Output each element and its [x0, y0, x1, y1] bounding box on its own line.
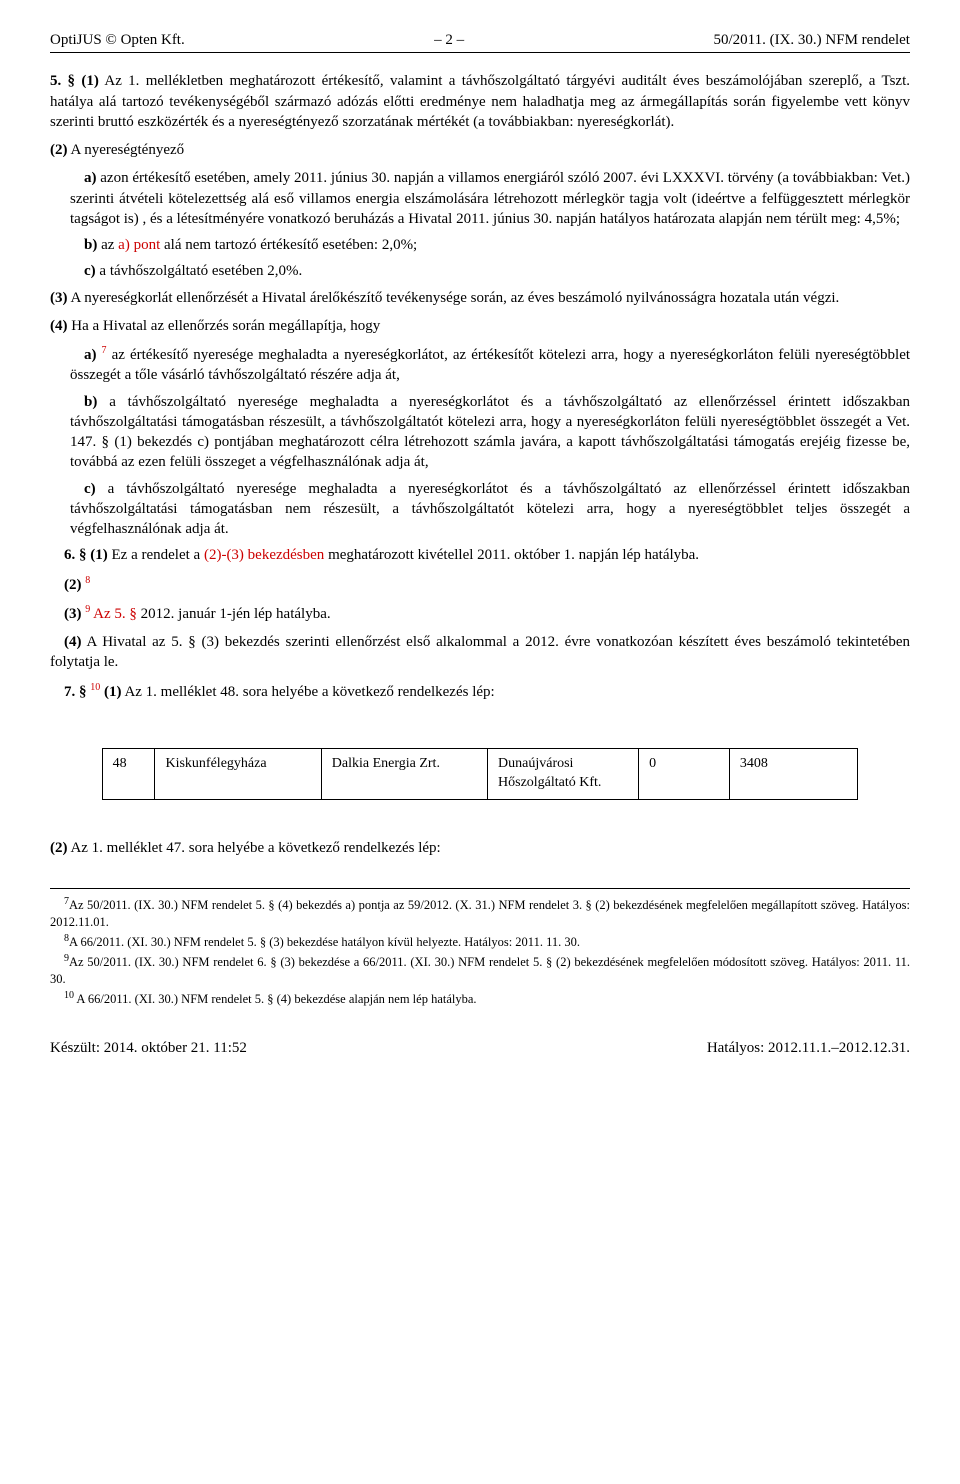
paragraph-5-1: 5. § (1) Az 1. mellékletben meghatározot…: [50, 71, 910, 132]
table-cell: 0: [639, 748, 730, 799]
header-center: – 2 –: [434, 30, 464, 50]
paragraph-5-4: (4) Ha a Hivatal az ellenőrzés során meg…: [50, 316, 910, 336]
table-cell: 48: [102, 748, 155, 799]
paragraph-5-2-a: a) azon értékesítő esetében, amely 2011.…: [70, 168, 910, 229]
para-5-2-c-lead: c): [84, 263, 96, 279]
para-7-2-text: Az 1. melléklet 47. sora helyébe a követ…: [70, 840, 440, 856]
footnote-9: 9Az 50/2011. (IX. 30.) NFM rendelet 6. §…: [50, 952, 910, 988]
table-cell: 3408: [729, 748, 858, 799]
paragraph-6-2: (2) 8: [50, 574, 910, 595]
table-row: 48KiskunfélegyházaDalkia Energia Zrt.Dun…: [102, 748, 858, 799]
footer-right: Hatályos: 2012.11.1.–2012.12.31.: [707, 1038, 910, 1058]
para-7-1-sup: 10: [90, 682, 100, 693]
table-cell: Kiskunfélegyháza: [155, 748, 321, 799]
para-5-2-text: A nyereségtényező: [70, 142, 184, 158]
para-6-3-lead: (3): [64, 606, 82, 622]
header-right: 50/2011. (IX. 30.) NFM rendelet: [713, 30, 910, 50]
para-6-1-lead: 6. § (1): [64, 547, 108, 563]
table-row-48: 48KiskunfélegyházaDalkia Energia Zrt.Dun…: [102, 748, 859, 800]
para-5-2-a-text: azon értékesítő esetében, amely 2011. jú…: [70, 170, 910, 227]
para-5-4-lead: (4): [50, 318, 68, 334]
footnote-10: 10 A 66/2011. (XI. 30.) NFM rendelet 5. …: [50, 989, 910, 1008]
para-5-3-text: A nyereségkorlát ellenőrzését a Hivatal …: [70, 290, 839, 306]
paragraph-7-2: (2) Az 1. melléklet 47. sora helyébe a k…: [50, 838, 910, 858]
paragraph-6-3: (3) 9 Az 5. § 2012. január 1-jén lép hat…: [50, 603, 910, 624]
para-5-2-b-text1: az: [101, 237, 118, 253]
para-5-1-text: Az 1. mellékletben meghatározott értékes…: [50, 73, 910, 130]
para-5-2-lead: (2): [50, 142, 68, 158]
para-7-2-lead: (2): [50, 840, 68, 856]
para-5-4-text: Ha a Hivatal az ellenőrzés során megálla…: [71, 318, 380, 334]
para-5-2-a-lead: a): [84, 170, 97, 186]
fn10-text: A 66/2011. (XI. 30.) NFM rendelet 5. § (…: [74, 992, 477, 1006]
table-cell: Dunaújvárosi Hőszolgáltató Kft.: [488, 748, 639, 799]
para-6-4-lead: (4): [64, 634, 82, 650]
para-5-4-a-text: az értékesítő nyeresége meghaladta a nye…: [70, 347, 910, 383]
para-5-1-lead: 5. § (1): [50, 73, 99, 89]
para-5-3-lead: (3): [50, 290, 68, 306]
paragraph-7-1: 7. § 10 (1) Az 1. melléklet 48. sora hel…: [50, 681, 910, 702]
para-6-1-red: (2)-(3) bekezdésben: [204, 547, 324, 563]
footnotes-section: 7Az 50/2011. (IX. 30.) NFM rendelet 5. §…: [50, 888, 910, 1008]
paragraph-6-4: (4) A Hivatal az 5. § (3) bekezdés szeri…: [50, 632, 910, 673]
fn9-text: Az 50/2011. (IX. 30.) NFM rendelet 6. § …: [50, 955, 910, 986]
para-5-4-c-lead: c): [84, 481, 96, 497]
footnote-8: 8A 66/2011. (XI. 30.) NFM rendelet 5. § …: [50, 932, 910, 951]
fn7-text: Az 50/2011. (IX. 30.) NFM rendelet 5. § …: [50, 898, 910, 929]
fn10-sup: 10: [64, 990, 74, 1001]
para-5-2-b-text2: alá nem tartozó értékesítő esetében: 2,0…: [160, 237, 417, 253]
paragraph-5-2: (2) A nyereségtényező: [50, 140, 910, 160]
para-6-1-text1: Ez a rendelet a: [112, 547, 204, 563]
paragraph-5-4-a: a) 7 az értékesítő nyeresége meghaladta …: [70, 344, 910, 386]
para-6-2-sup: 8: [85, 575, 90, 586]
fn8-text: A 66/2011. (XI. 30.) NFM rendelet 5. § (…: [69, 935, 580, 949]
paragraph-5-2-c: c) a távhőszolgáltató esetében 2,0%.: [70, 261, 910, 281]
para-5-4-a-lead: a): [84, 347, 97, 363]
para-5-4-c-text: a távhőszolgáltató nyeresége meghaladta …: [70, 481, 910, 538]
para-6-2-lead: (2): [64, 577, 82, 593]
paragraph-6-1: 6. § (1) Ez a rendelet a (2)-(3) bekezdé…: [50, 545, 910, 565]
para-5-4-b-lead: b): [84, 394, 97, 410]
page-footer: Készült: 2014. október 21. 11:52 Hatályo…: [50, 1038, 910, 1058]
para-5-2-b-red: a) pont: [118, 237, 160, 253]
para-6-4-text: A Hivatal az 5. § (3) bekezdés szerinti …: [50, 634, 910, 670]
para-5-4-b-text: a távhőszolgáltató nyeresége meghaladta …: [70, 394, 910, 471]
footnote-7: 7Az 50/2011. (IX. 30.) NFM rendelet 5. §…: [50, 895, 910, 931]
paragraph-5-4-c: c) a távhőszolgáltató nyeresége meghalad…: [70, 479, 910, 540]
para-6-3-red: Az 5. §: [90, 606, 137, 622]
para-5-2-c-text: a távhőszolgáltató esetében 2,0%.: [99, 263, 302, 279]
paragraph-5-4-b: b) a távhőszolgáltató nyeresége meghalad…: [70, 392, 910, 473]
para-6-3-text: 2012. január 1-jén lép hatályba.: [137, 606, 331, 622]
header-left: OptiJUS © Opten Kft.: [50, 30, 185, 50]
para-6-1-text2: meghatározott kivétellel 2011. október 1…: [324, 547, 699, 563]
footer-left: Készült: 2014. október 21. 11:52: [50, 1038, 247, 1058]
para-5-4-a-sup: 7: [102, 345, 107, 356]
para-5-2-b-lead: b): [84, 237, 97, 253]
page-header: OptiJUS © Opten Kft. – 2 – 50/2011. (IX.…: [50, 30, 910, 53]
table-cell: Dalkia Energia Zrt.: [321, 748, 487, 799]
paragraph-5-2-b: b) az a) pont alá nem tartozó értékesítő…: [70, 235, 910, 255]
para-7-1-lead: 7. §: [64, 684, 87, 700]
paragraph-5-3: (3) A nyereségkorlát ellenőrzését a Hiva…: [50, 288, 910, 308]
para-7-1-text: Az 1. melléklet 48. sora helyébe a követ…: [124, 684, 494, 700]
para-7-1-lead2: (1): [100, 684, 121, 700]
